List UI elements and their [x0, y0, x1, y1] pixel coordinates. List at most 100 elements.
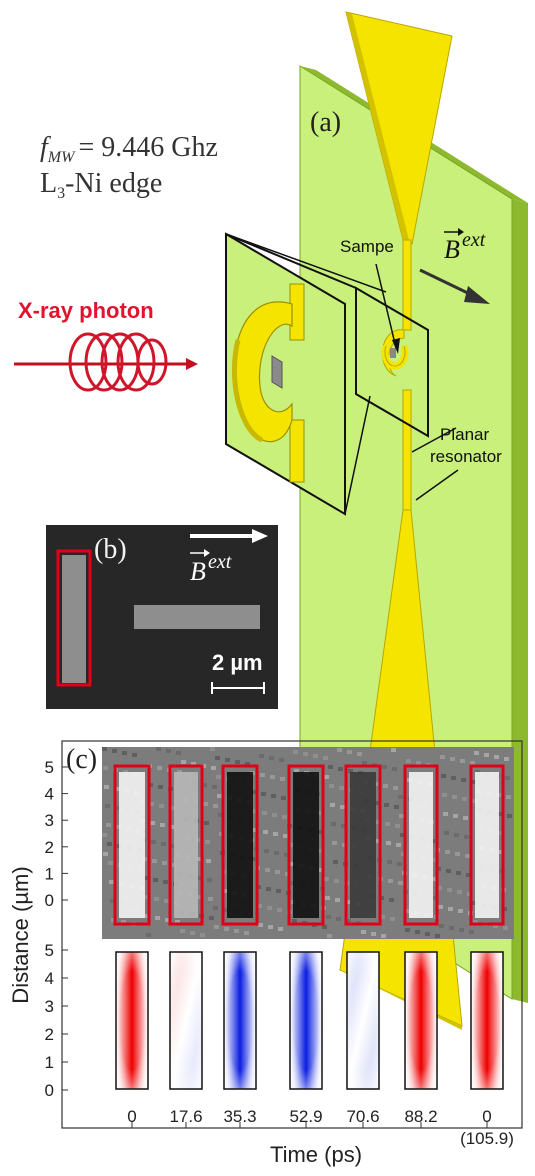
noise-pixel	[326, 915, 331, 919]
noise-pixel	[171, 844, 176, 848]
noise-pixel	[261, 792, 266, 796]
noise-pixel	[338, 767, 343, 771]
noise-pixel	[466, 873, 471, 877]
noise-pixel	[102, 833, 107, 837]
noise-pixel	[462, 797, 467, 801]
noise-pixel	[283, 834, 288, 838]
noise-pixel	[455, 852, 460, 856]
noise-pixel	[395, 824, 400, 828]
noise-pixel	[394, 805, 399, 809]
noise-pixel	[196, 857, 201, 861]
noise-pixel	[277, 908, 282, 912]
noise-pixel	[335, 898, 340, 902]
noise-pixel	[341, 824, 346, 828]
noise-pixel	[503, 926, 508, 930]
time-label: 35.3	[223, 1107, 256, 1126]
y-tick-label: 0	[45, 891, 54, 910]
noise-pixel	[191, 762, 196, 766]
noise-pixel	[406, 759, 411, 763]
noise-pixel	[170, 825, 175, 829]
noise-pixel	[464, 835, 469, 839]
noise-pixel	[290, 881, 295, 885]
bext-arrow-b	[190, 529, 268, 543]
noise-pixel	[333, 860, 338, 864]
simulation-element-outline	[223, 951, 257, 1090]
noise-pixel	[337, 748, 342, 752]
y-ticks: 5 4 3 2 1 0 5 4 3 2 1 0	[45, 758, 68, 1100]
noise-pixel	[313, 754, 318, 758]
resonator-label-2: resonator	[430, 447, 502, 466]
noise-pixel	[472, 901, 477, 905]
noise-pixel	[106, 823, 111, 827]
xmcd-element	[350, 772, 376, 918]
noise-pixel	[398, 795, 403, 799]
noise-pixel	[435, 934, 440, 938]
noise-pixel	[493, 924, 498, 928]
noise-pixel	[336, 917, 341, 921]
noise-pixel	[327, 934, 332, 938]
noise-pixel	[425, 932, 430, 936]
noise-pixel	[294, 769, 299, 773]
vertical-element-outline	[56, 549, 92, 687]
noise-pixel	[392, 767, 397, 771]
noise-pixel	[223, 908, 228, 912]
noise-pixel	[214, 925, 219, 929]
noise-pixel	[112, 749, 117, 753]
y-tick-label: 3	[45, 811, 54, 830]
noise-pixel	[225, 758, 230, 762]
svg-text:B: B	[190, 557, 206, 586]
noise-pixel	[497, 812, 502, 816]
noise-pixel	[289, 862, 294, 866]
panel-a-label: (a)	[310, 107, 341, 138]
noise-pixel	[181, 760, 186, 764]
noise-pixel	[267, 906, 272, 910]
noise-pixel	[371, 932, 376, 936]
simulation-images	[115, 951, 504, 1090]
noise-pixel	[454, 833, 459, 837]
noise-pixel	[202, 783, 207, 787]
noise-pixel	[152, 859, 157, 863]
noise-pixel	[252, 809, 257, 813]
time-label: 70.6	[346, 1107, 379, 1126]
noise-pixel	[280, 777, 285, 781]
noise-pixel	[146, 933, 151, 937]
noise-pixel	[206, 859, 211, 863]
y-tick-label: 4	[45, 969, 54, 988]
noise-pixel	[284, 853, 289, 857]
xmcd-element-outline	[469, 764, 505, 926]
sample-pointer	[375, 263, 397, 349]
noise-pixel	[197, 876, 202, 880]
noise-pixel	[339, 786, 344, 790]
noise-pixel	[385, 822, 390, 826]
projection-line-1	[225, 233, 357, 289]
noise-pixel	[205, 840, 210, 844]
noise-pixel	[472, 799, 477, 803]
noise-pixel	[153, 878, 158, 882]
xmcd-element-outline	[403, 764, 439, 926]
noise-pixel	[245, 762, 250, 766]
noise-pixel	[469, 930, 474, 934]
center-line-bottom	[402, 389, 412, 515]
simulation-fade	[116, 952, 148, 1089]
noise-pixel	[389, 898, 394, 902]
noise-pixel	[279, 758, 284, 762]
noise-pixel	[263, 830, 268, 834]
noise-pixel	[105, 804, 110, 808]
time-label: 88.2	[404, 1107, 437, 1126]
noise-pixel	[132, 753, 137, 757]
resonator-pointer-2	[415, 469, 459, 501]
xmcd-images	[102, 747, 514, 939]
large-resonator	[231, 283, 305, 483]
bext-label-a: B ext	[444, 228, 486, 264]
noise-pixel	[444, 831, 449, 835]
noise-pixel	[210, 747, 215, 751]
noise-pixel	[456, 871, 461, 875]
noise-pixel	[160, 823, 165, 827]
noise-pixel	[381, 934, 386, 938]
small-sample	[390, 348, 396, 358]
noise-pixel	[166, 749, 171, 753]
noise-pixel	[278, 927, 283, 931]
noise-pixel	[448, 907, 453, 911]
noise-pixel	[159, 804, 164, 808]
noise-pixel	[274, 851, 279, 855]
